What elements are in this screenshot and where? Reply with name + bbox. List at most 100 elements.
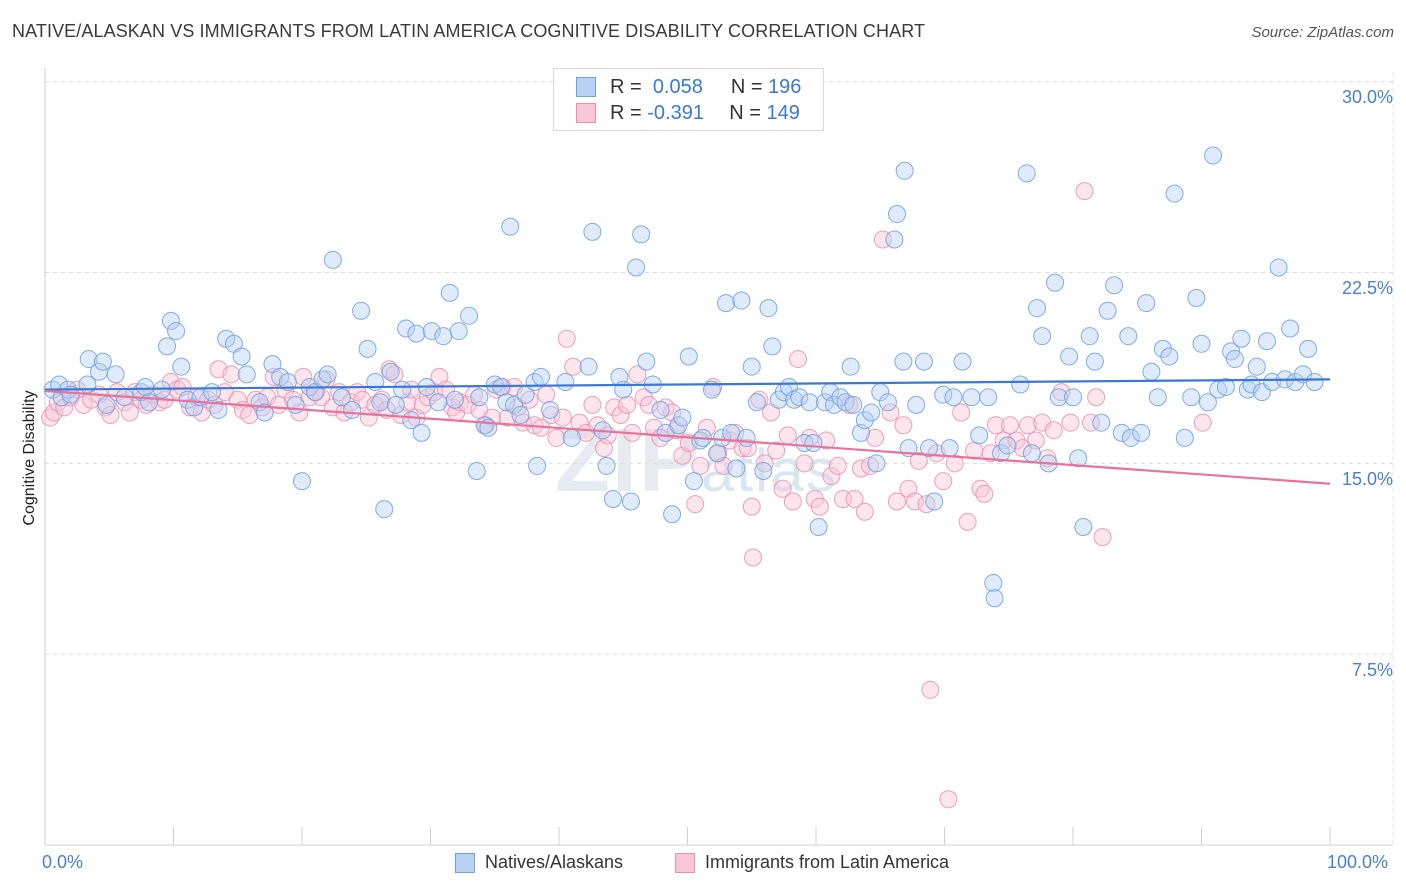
immigrants-point bbox=[986, 416, 1005, 435]
natives-point bbox=[763, 337, 782, 356]
natives-point bbox=[914, 352, 933, 371]
legend-r-value: 0.058 bbox=[652, 75, 703, 98]
y-tick-label: 7.5% bbox=[1351, 660, 1393, 680]
natives-point bbox=[1121, 428, 1140, 447]
natives-point bbox=[1119, 327, 1138, 346]
legend-row-natives: R = 0.058 N = 196 bbox=[576, 75, 801, 99]
natives-point bbox=[467, 462, 486, 480]
natives-point bbox=[172, 357, 191, 376]
immigrants-point bbox=[958, 512, 977, 531]
natives-point bbox=[1160, 347, 1179, 366]
natives-point bbox=[934, 385, 953, 404]
immigrants-point bbox=[952, 403, 971, 422]
x-tick-label-max: 100.0% bbox=[1327, 852, 1389, 872]
natives-point bbox=[579, 357, 598, 376]
natives-point bbox=[962, 388, 981, 407]
natives-point bbox=[737, 428, 756, 447]
natives-point bbox=[402, 411, 421, 430]
natives-point bbox=[651, 400, 670, 419]
natives-point bbox=[1299, 339, 1318, 358]
natives-point bbox=[684, 472, 703, 491]
natives-point bbox=[878, 393, 897, 412]
natives-point bbox=[855, 411, 874, 430]
immigrants-point bbox=[773, 479, 792, 498]
natives-point bbox=[136, 378, 155, 397]
natives-point bbox=[944, 388, 963, 407]
natives-point bbox=[429, 393, 448, 412]
natives-point bbox=[727, 459, 746, 478]
legend-n-value: 196 bbox=[768, 75, 802, 98]
natives-point bbox=[691, 431, 710, 450]
natives-point bbox=[511, 406, 530, 425]
immigrants-point bbox=[1019, 416, 1038, 435]
natives-point bbox=[358, 339, 377, 358]
immigrants-point bbox=[909, 451, 928, 470]
natives-point bbox=[386, 395, 405, 414]
natives-point bbox=[614, 380, 633, 399]
immigrants-point bbox=[789, 350, 808, 369]
bottom-legend-immigrants: Immigrants from Latin America bbox=[675, 852, 949, 873]
natives-point bbox=[1074, 517, 1093, 536]
legend-swatch-blue bbox=[576, 77, 596, 97]
immigrants-point bbox=[1001, 416, 1020, 435]
natives-point bbox=[1049, 388, 1068, 407]
y-tick-label: 30.0% bbox=[1341, 87, 1393, 107]
natives-point bbox=[742, 357, 761, 376]
natives-point bbox=[1011, 375, 1030, 394]
natives-point bbox=[445, 390, 464, 409]
natives-point bbox=[1269, 258, 1288, 277]
immigrants-point bbox=[583, 395, 602, 414]
immigrants-point bbox=[161, 372, 180, 391]
natives-point bbox=[1085, 352, 1104, 371]
natives-point bbox=[632, 225, 651, 244]
natives-point bbox=[887, 205, 906, 224]
immigrants-point bbox=[341, 393, 360, 412]
natives-point bbox=[809, 517, 828, 536]
immigrants-point bbox=[564, 357, 583, 376]
natives-point bbox=[603, 489, 622, 508]
natives-point bbox=[1137, 294, 1156, 313]
immigrants-point bbox=[783, 492, 802, 511]
trend-lines bbox=[44, 378, 1331, 485]
natives-point bbox=[255, 403, 274, 422]
natives-point bbox=[621, 492, 640, 511]
natives-point bbox=[293, 472, 311, 491]
legend-r-label: R = bbox=[610, 75, 642, 98]
natives-point bbox=[79, 350, 98, 369]
natives-point bbox=[862, 403, 881, 422]
series-natives-points bbox=[43, 146, 1324, 608]
immigrants-point bbox=[744, 548, 763, 567]
natives-point bbox=[528, 456, 547, 475]
natives-point bbox=[844, 395, 863, 414]
natives-point bbox=[209, 400, 228, 419]
natives-point bbox=[1192, 334, 1211, 353]
immigrants-point bbox=[691, 456, 710, 475]
natives-point bbox=[1142, 362, 1161, 381]
immigrants-point bbox=[651, 428, 670, 447]
natives-point bbox=[158, 337, 177, 356]
natives-point bbox=[1017, 164, 1036, 183]
natives-point bbox=[1216, 378, 1235, 397]
immigrants-trend-line bbox=[44, 389, 1331, 485]
immigrants-point bbox=[1093, 528, 1112, 547]
bottom-legend-label: Immigrants from Latin America bbox=[705, 852, 950, 872]
natives-point bbox=[722, 423, 741, 442]
natives-point bbox=[673, 408, 692, 427]
natives-point bbox=[412, 423, 431, 442]
natives-point bbox=[1165, 184, 1184, 203]
natives-point bbox=[894, 352, 913, 371]
natives-point bbox=[203, 383, 222, 402]
bottom-legend-swatch-pink bbox=[675, 852, 695, 873]
natives-point bbox=[375, 500, 394, 519]
natives-point bbox=[1247, 357, 1266, 376]
natives-point bbox=[785, 390, 804, 409]
natives-point bbox=[440, 283, 459, 302]
natives-point bbox=[1132, 423, 1151, 442]
immigrants-point bbox=[921, 680, 940, 699]
natives-point bbox=[984, 573, 1003, 592]
natives-point bbox=[323, 250, 342, 269]
natives-point bbox=[907, 395, 926, 414]
y-tick-label: 15.0% bbox=[1341, 469, 1393, 489]
natives-point bbox=[185, 398, 204, 417]
